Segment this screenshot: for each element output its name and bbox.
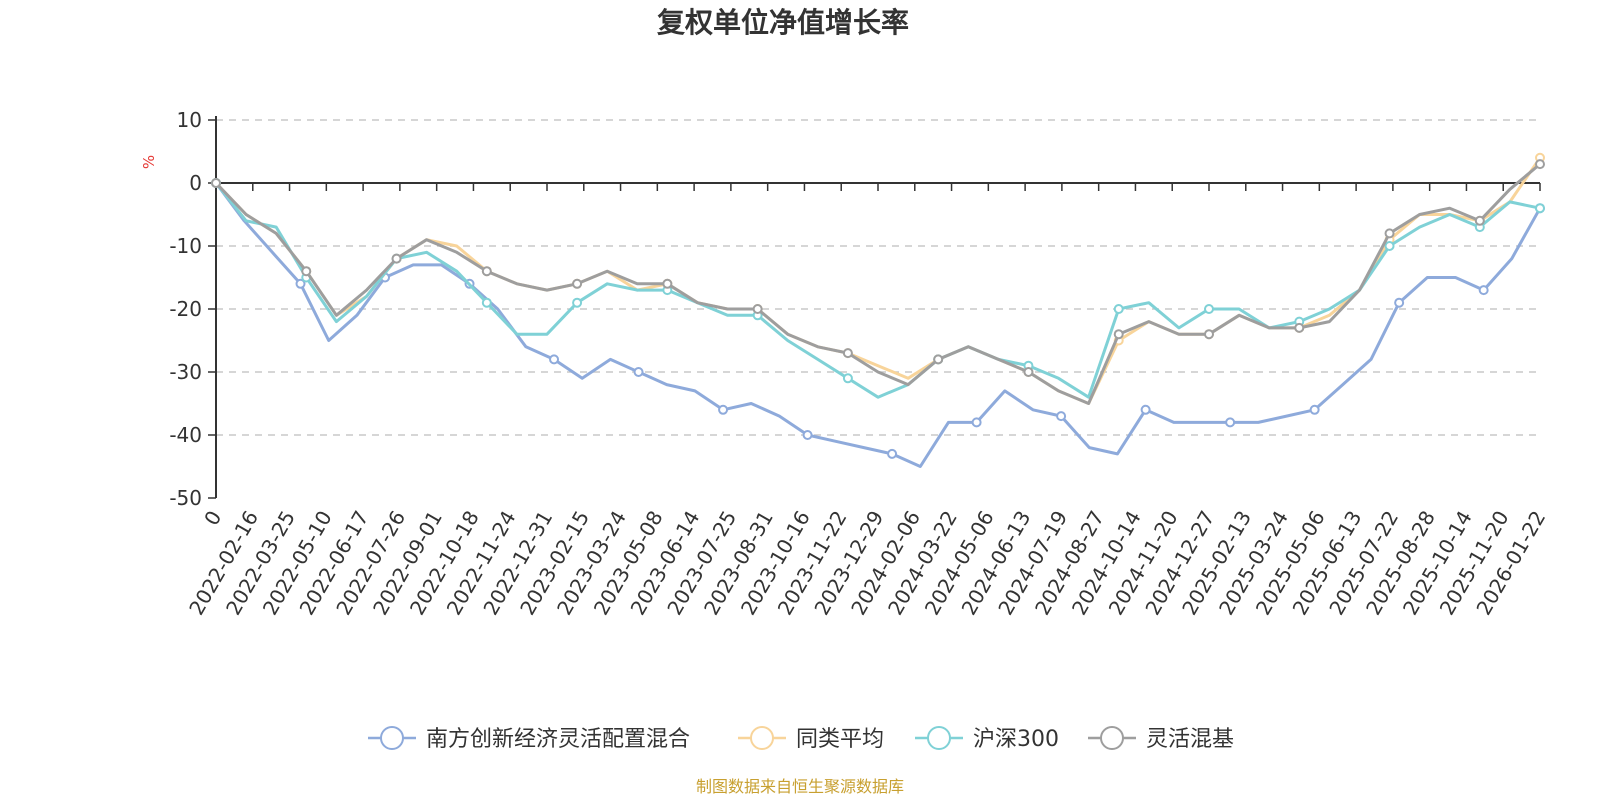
data-point <box>211 178 221 188</box>
legend-item[interactable]: 同类平均 <box>738 726 884 752</box>
data-point <box>887 448 898 459</box>
data-point <box>572 278 583 289</box>
data-point <box>718 404 729 415</box>
data-point <box>1394 297 1405 308</box>
data-point <box>1478 285 1489 296</box>
data-point <box>1474 215 1485 226</box>
legend-swatch-marker <box>927 726 951 750</box>
y-tick-label: 10 <box>177 108 202 132</box>
y-tick-label: 0 <box>189 171 202 195</box>
legend-label: 南方创新经济灵活配置混合 <box>426 727 690 752</box>
data-point <box>1023 367 1034 377</box>
y-tick-label: -30 <box>169 360 202 384</box>
data-point <box>933 354 944 365</box>
data-point <box>391 253 402 264</box>
data-point <box>662 278 673 289</box>
data-point <box>481 297 492 308</box>
data-point <box>633 367 644 377</box>
data-point <box>1384 241 1395 251</box>
legend-label: 同类平均 <box>796 727 884 752</box>
series-line-4 <box>214 162 1541 405</box>
data-source: 制图数据来自恒生聚源数据库 <box>696 777 904 796</box>
series-line-1 <box>214 182 1542 468</box>
y-tick-label: -10 <box>169 234 202 258</box>
y-axis-unit: % <box>140 155 158 169</box>
data-point <box>572 297 583 308</box>
legend-label: 灵活混基 <box>1146 727 1234 752</box>
data-point <box>1309 404 1320 415</box>
data-point <box>1535 159 1545 170</box>
y-tick-label: -20 <box>169 297 202 321</box>
data-point <box>1113 329 1124 340</box>
data-point <box>1384 228 1395 239</box>
data-point <box>802 430 813 440</box>
legend-swatch-marker <box>1100 726 1124 750</box>
x-axis-ticks: 02022-02-162022-03-252022-05-102022-06-1… <box>184 183 1550 619</box>
data-point <box>1056 411 1067 422</box>
data-point <box>1113 304 1124 314</box>
series-line-3 <box>214 182 1541 399</box>
data-point <box>1140 404 1151 415</box>
data-point <box>1204 304 1214 314</box>
legend-item[interactable]: 南方创新经济灵活配置混合 <box>368 726 690 752</box>
y-tick-label: -40 <box>169 423 202 447</box>
data-point <box>971 417 982 428</box>
y-axis-ticks: 10 0 -10 -20 -30 -40 -50 <box>169 108 216 510</box>
data-point <box>1294 322 1305 333</box>
data-point <box>295 278 306 289</box>
legend[interactable]: 南方创新经济灵活配置混合 同类平均 沪深300 灵活混基 <box>368 726 1234 752</box>
series-line-2 <box>214 156 1542 405</box>
data-point <box>1535 203 1545 214</box>
data-point <box>1225 417 1236 428</box>
legend-item[interactable]: 灵活混基 <box>1088 726 1234 752</box>
data-point <box>842 348 853 359</box>
data-point <box>752 304 763 314</box>
data-point <box>481 266 492 277</box>
data-point <box>842 373 853 384</box>
legend-label: 沪深300 <box>973 727 1059 752</box>
data-point <box>1204 329 1214 340</box>
legend-swatch-marker <box>750 726 774 750</box>
series-lines <box>211 152 1545 468</box>
x-tick-label: 0 <box>199 507 226 530</box>
chart-title: 复权单位净值增长率 <box>657 6 909 39</box>
legend-swatch-marker <box>380 726 404 750</box>
data-point <box>549 354 560 365</box>
data-point <box>301 266 312 277</box>
legend-item[interactable]: 沪深300 <box>915 726 1059 752</box>
y-tick-label: -50 <box>169 486 202 510</box>
